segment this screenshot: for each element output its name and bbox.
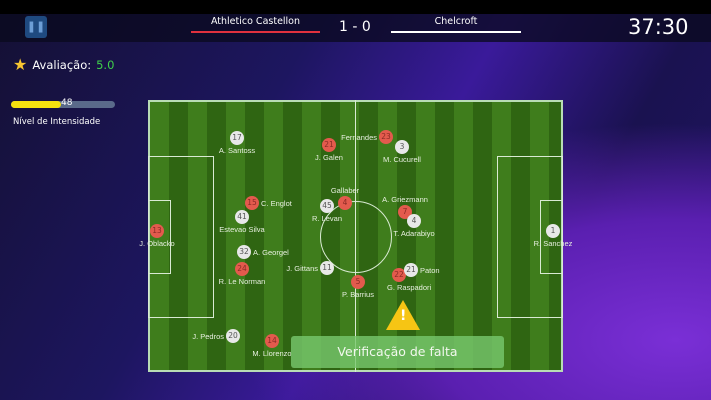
star-icon: ★ <box>13 55 28 74</box>
player-marker[interactable]: 24 <box>235 262 249 276</box>
player-name: Fernandes <box>341 133 377 142</box>
rating-label: Avaliação: <box>32 57 92 72</box>
player-marker[interactable]: 21 <box>404 263 418 277</box>
pause-button[interactable]: ❚❚ <box>25 16 47 38</box>
player-name: Paton <box>420 266 440 275</box>
player-name: J. Gittans <box>286 264 318 273</box>
player-name: P. Barrius <box>342 290 374 299</box>
player-marker[interactable]: 22 <box>392 268 406 282</box>
home-team-name: Athletico Castellon <box>210 16 301 27</box>
match-clock: 37:30 <box>628 15 689 39</box>
player-marker[interactable]: 11 <box>320 261 334 275</box>
match-header <box>0 14 711 42</box>
player-marker[interactable]: 1 <box>546 224 560 238</box>
player-marker[interactable]: 4 <box>407 214 421 228</box>
player-name: A. Santoss <box>218 146 256 155</box>
pause-icon: ❚❚ <box>26 20 46 33</box>
intensity-value: 48 <box>61 98 73 108</box>
player-marker[interactable]: 45 <box>320 199 334 213</box>
intensity-fill <box>11 101 61 108</box>
player-name: Gallaber <box>330 186 360 195</box>
player-name: M. Llorenzo <box>252 349 292 358</box>
foul-check-button[interactable]: Verificação de falta <box>291 336 504 368</box>
home-team-line <box>191 31 320 33</box>
player-name: R. Levan <box>311 214 343 223</box>
player-name: J. Pedros <box>192 332 224 341</box>
player-marker[interactable]: 15 <box>245 196 259 210</box>
away-team-name: Chelcroft <box>434 16 478 27</box>
status-bar <box>0 0 711 14</box>
player-name: Estevao Silva <box>219 225 265 234</box>
player-marker[interactable]: 20 <box>226 329 240 343</box>
away-team: Chelcroft <box>391 16 521 33</box>
player-name: C. Englot <box>261 199 292 208</box>
player-marker[interactable]: 17 <box>230 131 244 145</box>
left-goal-box <box>148 200 171 274</box>
player-marker[interactable]: 41 <box>235 210 249 224</box>
rating-value: 5.0 <box>96 57 115 72</box>
player-name: A. Griezmann <box>382 195 428 204</box>
warning-triangle-icon: ! <box>386 300 420 330</box>
player-name: G. Raspadori <box>387 283 432 292</box>
player-name: M. Cucurell <box>383 155 421 164</box>
intensity-label: Nível de Intensidade <box>13 117 101 127</box>
player-marker[interactable]: 4 <box>338 196 352 210</box>
player-name: A. Georgel <box>253 248 289 257</box>
player-marker[interactable]: 5 <box>351 275 365 289</box>
pitch <box>148 100 563 372</box>
player-marker[interactable]: 21 <box>322 138 336 152</box>
player-name: J. Galen <box>315 153 343 162</box>
player-name: J. Oblacko <box>139 239 175 248</box>
player-marker[interactable]: 14 <box>265 334 279 348</box>
rating: ★ Avaliação: 5.0 <box>13 55 114 74</box>
away-team-line <box>391 31 521 33</box>
right-goal-box <box>540 200 563 274</box>
score: 1 - 0 <box>339 19 371 35</box>
player-name: T. Adarabiyo <box>393 229 435 238</box>
intensity-bar: 48 <box>11 98 115 108</box>
home-team: Athletico Castellon <box>191 16 320 33</box>
center-circle <box>320 201 392 273</box>
player-name: R. Le Norman <box>218 277 266 286</box>
player-marker[interactable]: 3 <box>395 140 409 154</box>
player-marker[interactable]: 23 <box>379 130 393 144</box>
player-name: R. Sanchez <box>533 239 573 248</box>
player-marker[interactable]: 13 <box>150 224 164 238</box>
player-marker[interactable]: 32 <box>237 245 251 259</box>
